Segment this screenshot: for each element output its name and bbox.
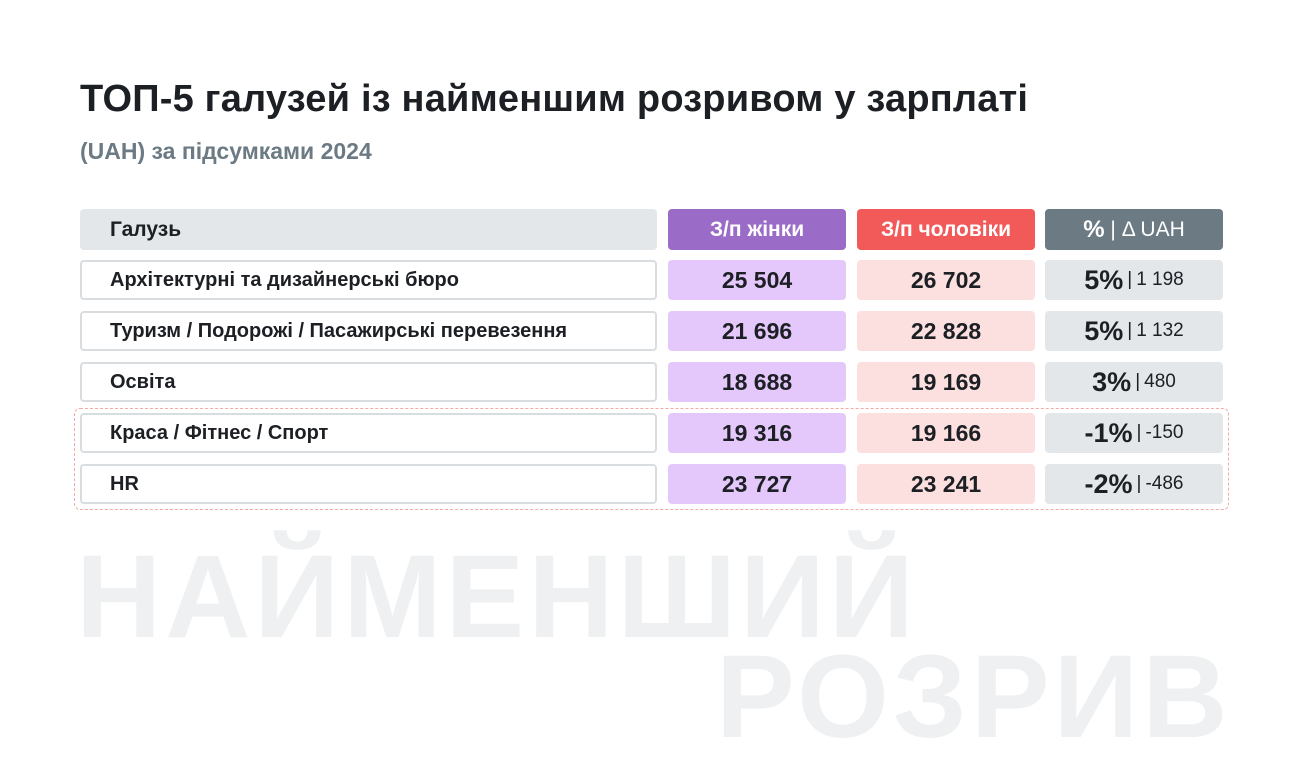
gap-percent: 5% <box>1084 315 1124 346</box>
women-salary-cell: 18 688 <box>668 362 846 402</box>
gap-percent: -2% <box>1084 468 1133 499</box>
page-title: ТОП-5 галузей із найменшим розривом у за… <box>80 78 1029 120</box>
gap-separator: | <box>1127 269 1133 290</box>
header-separator: | <box>1110 217 1116 241</box>
gap-cell: 5% | 1 132 <box>1045 311 1223 351</box>
industry-cell: Туризм / Подорожі / Пасажирські перевезе… <box>80 311 657 351</box>
men-salary-cell: 19 166 <box>857 413 1035 453</box>
gap-separator: | <box>1127 320 1133 341</box>
gap-cell: -1% | -150 <box>1045 413 1223 453</box>
industry-cell: Освіта <box>80 362 657 402</box>
industry-cell: HR <box>80 464 657 504</box>
gap-separator: | <box>1135 371 1141 392</box>
page-subtitle: (UAH) за підсумками 2024 <box>80 138 372 164</box>
header-men-salary: З/п чоловіки <box>857 209 1035 250</box>
header-delta: Δ UAH <box>1121 217 1185 241</box>
women-salary-cell: 25 504 <box>668 260 846 300</box>
gap-percent: 5% <box>1084 264 1124 295</box>
gap-separator: | <box>1136 473 1142 494</box>
gap-delta: 1 132 <box>1136 320 1184 341</box>
women-salary-cell: 23 727 <box>668 464 846 504</box>
header-women-salary: З/п жінки <box>668 209 846 250</box>
header-gap: % | Δ UAH <box>1045 209 1223 250</box>
gap-percent: -1% <box>1084 417 1133 448</box>
women-salary-cell: 19 316 <box>668 413 846 453</box>
industry-cell: Архітектурні та дизайнерські бюро <box>80 260 657 300</box>
men-salary-cell: 19 169 <box>857 362 1035 402</box>
men-salary-cell: 23 241 <box>857 464 1035 504</box>
industry-cell: Краса / Фітнес / Спорт <box>80 413 657 453</box>
watermark-line-1: НАЙМЕНШИЙ <box>76 531 918 663</box>
gap-delta: 1 198 <box>1136 269 1184 290</box>
men-salary-cell: 26 702 <box>857 260 1035 300</box>
gap-delta: -486 <box>1145 473 1184 494</box>
women-salary-cell: 21 696 <box>668 311 846 351</box>
header-industry: Галузь <box>80 209 657 250</box>
header-percent: % <box>1083 215 1105 243</box>
watermark-line-2: РОЗРИВ <box>716 631 1232 763</box>
gap-delta: -150 <box>1145 422 1184 443</box>
gap-cell: -2% | -486 <box>1045 464 1223 504</box>
gap-delta: 480 <box>1144 371 1176 392</box>
gap-percent: 3% <box>1092 366 1132 397</box>
gap-separator: | <box>1136 422 1142 443</box>
men-salary-cell: 22 828 <box>857 311 1035 351</box>
gap-cell: 5% | 1 198 <box>1045 260 1223 300</box>
highlight-dashed-border <box>74 408 1229 510</box>
gap-cell: 3% | 480 <box>1045 362 1223 402</box>
